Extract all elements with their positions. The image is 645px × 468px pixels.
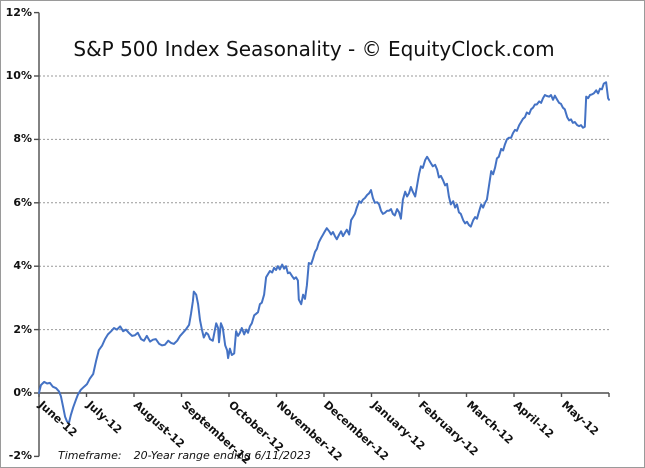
- y-tick-label: 0%: [13, 386, 32, 399]
- timeframe-label: Timeframe:: [58, 449, 122, 462]
- y-tick-label: 6%: [13, 195, 32, 209]
- y-tick-label: 8%: [13, 132, 32, 146]
- y-tick-label: -2%: [8, 449, 32, 463]
- chart-title: S&P 500 Index Seasonality - © EquityCloc…: [73, 37, 555, 61]
- timeframe-footer: Timeframe: 20-Year range ending 6/11/2023: [58, 449, 311, 462]
- y-tick-label: 12%: [5, 5, 32, 19]
- y-tick-label: 4%: [13, 259, 32, 273]
- y-tick-label: 2%: [13, 322, 32, 336]
- y-tick-label: 10%: [5, 69, 32, 82]
- timeframe-value: 20-Year range ending 6/11/2023: [133, 449, 311, 462]
- seasonality-line: [38, 81, 610, 425]
